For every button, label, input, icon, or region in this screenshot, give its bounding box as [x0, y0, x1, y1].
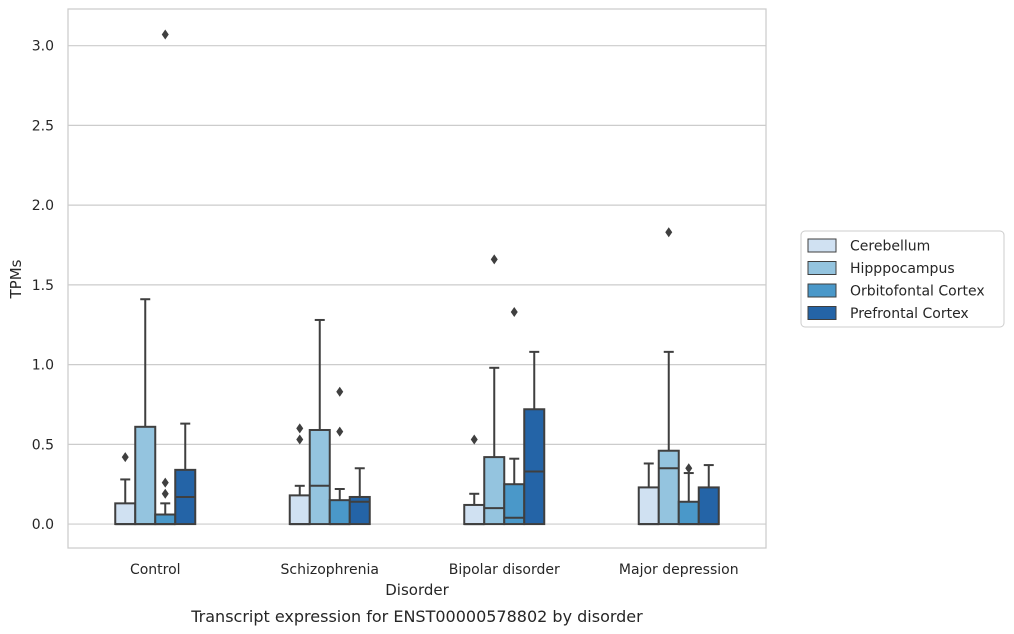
y-tick-label: 2.5 — [32, 118, 54, 134]
box-body — [134, 425, 157, 526]
legend-entry: Hipppocampus — [850, 261, 955, 277]
outlier-point — [161, 477, 169, 488]
box-0-0 — [114, 452, 137, 526]
box-body — [637, 486, 660, 526]
outlier-point — [470, 434, 478, 445]
outlier-point — [161, 488, 169, 499]
box-3-2 — [677, 463, 700, 526]
legend-frame — [800, 230, 1005, 328]
box-body — [697, 486, 720, 526]
y-tick-label: 0.5 — [32, 437, 54, 453]
x-axis-label: Disorder — [385, 581, 449, 599]
outlier-point — [665, 227, 673, 238]
x-tick-label: Control — [130, 562, 181, 578]
box-body — [463, 503, 486, 526]
outlier-point — [161, 29, 169, 40]
legend-swatch — [807, 238, 837, 253]
outlier-point — [296, 434, 304, 445]
box-body — [523, 408, 546, 526]
box-2-2 — [503, 306, 526, 526]
legend-swatch — [807, 261, 837, 275]
box-body — [308, 428, 331, 526]
legend-entry: Cerebellum — [850, 239, 930, 255]
box-body — [348, 495, 371, 526]
x-tick-label: Major depression — [619, 562, 739, 578]
y-tick-label: 2.0 — [32, 198, 54, 214]
y-tick-label: 3.0 — [32, 39, 54, 55]
box-2-3 — [523, 350, 546, 526]
box-2-1 — [483, 254, 506, 526]
box-body — [328, 499, 351, 526]
legend-entry: Prefrontal Cortex — [850, 306, 969, 322]
box-1-1 — [308, 318, 331, 526]
box-0-1 — [134, 298, 157, 526]
figure-caption: Transcript expression for ENST0000057880… — [190, 607, 643, 626]
y-tick-label: 1.5 — [32, 278, 54, 294]
box-3-1 — [657, 227, 680, 526]
box-2-0 — [463, 434, 486, 526]
outlier-point — [296, 423, 304, 434]
boxes-layer — [114, 29, 720, 526]
legend-swatch — [807, 283, 837, 298]
outlier-point — [510, 306, 518, 317]
outlier-point — [336, 426, 344, 437]
outlier-point — [685, 463, 693, 474]
box-body — [657, 449, 680, 526]
box-3-0 — [637, 462, 660, 526]
box-body — [677, 500, 700, 526]
box-body — [154, 513, 177, 526]
outlier-point — [336, 386, 344, 397]
legend-entry: Orbitofontal Cortex — [850, 284, 985, 300]
y-axis-label: TPMs — [7, 259, 25, 299]
legend: Cerebellum Hipppocampus Orbitofontal Corte… — [800, 230, 1005, 328]
y-tick-labels: 0.0 0.5 1.0 1.5 2.0 2.5 3.0 — [32, 39, 54, 533]
box-0-2 — [154, 29, 177, 526]
box-body — [483, 456, 506, 526]
x-tick-label: Bipolar disorder — [449, 562, 560, 578]
y-tick-label: 0.0 — [32, 517, 54, 533]
box-body — [288, 494, 311, 526]
y-tick-label: 1.0 — [32, 358, 54, 374]
outlier-point — [490, 254, 498, 265]
box-3-3 — [697, 464, 720, 526]
legend-swatch — [807, 306, 837, 320]
x-tick-labels: Control Schizophrenia Bipolar disorder Majo… — [130, 562, 739, 578]
box-body — [114, 502, 137, 526]
box-1-3 — [348, 467, 371, 526]
outlier-point — [121, 452, 129, 463]
x-tick-label: Schizophrenia — [281, 562, 379, 578]
box-0-3 — [174, 422, 197, 526]
